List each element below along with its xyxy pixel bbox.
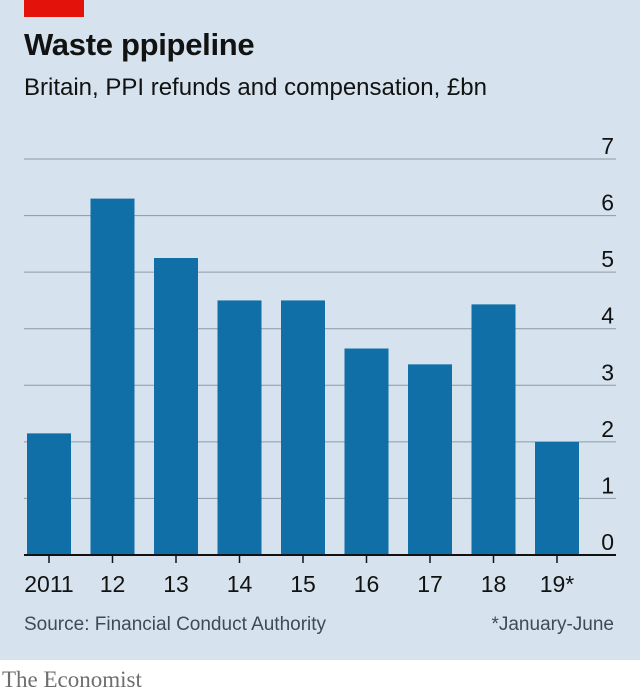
footnote: *January-June: [491, 614, 614, 635]
bar: [27, 433, 71, 555]
bar: [154, 258, 198, 555]
axes: [24, 554, 616, 563]
y-tick-labels: 0 1 2 3 4 5 6 7: [601, 133, 614, 555]
bar: [90, 198, 135, 555]
x-tick-label: 18: [481, 571, 507, 597]
bar: [344, 348, 389, 555]
x-tick-label: 16: [354, 571, 380, 597]
bar: [217, 300, 262, 555]
y-tick-label: 7: [601, 133, 614, 159]
brand-red-tag: [24, 0, 84, 17]
source-note: Source: Financial Conduct Authority: [24, 614, 327, 635]
chart-subtitle: Britain, PPI refunds and compensation, £…: [24, 74, 487, 101]
y-tick-label: 3: [601, 359, 614, 385]
x-tick-label: 13: [163, 571, 189, 597]
economist-logo-text: The Economist: [2, 667, 142, 692]
y-tick-label: 0: [601, 529, 614, 555]
x-tick-label: 12: [100, 571, 126, 597]
x-tick-label: 14: [227, 571, 253, 597]
chart-title: Waste ppipeline: [24, 27, 255, 62]
x-tick-label: 2011: [24, 571, 73, 597]
x-tick-label: 15: [290, 571, 316, 597]
x-tick-label: 17: [417, 571, 443, 597]
y-tick-label: 1: [601, 472, 614, 498]
y-tick-label: 2: [601, 416, 614, 442]
bars: [27, 198, 579, 555]
bar: [535, 441, 579, 555]
y-tick-label: 4: [601, 303, 614, 329]
bar: [471, 304, 516, 555]
bar: [408, 364, 452, 555]
y-tick-label: 6: [601, 190, 614, 216]
bar: [281, 300, 325, 555]
y-tick-label: 5: [601, 246, 614, 272]
x-tick-labels: 2011 12 13 14 15 16 17 18 19*: [24, 571, 574, 597]
x-tick-label: 19*: [540, 571, 575, 597]
